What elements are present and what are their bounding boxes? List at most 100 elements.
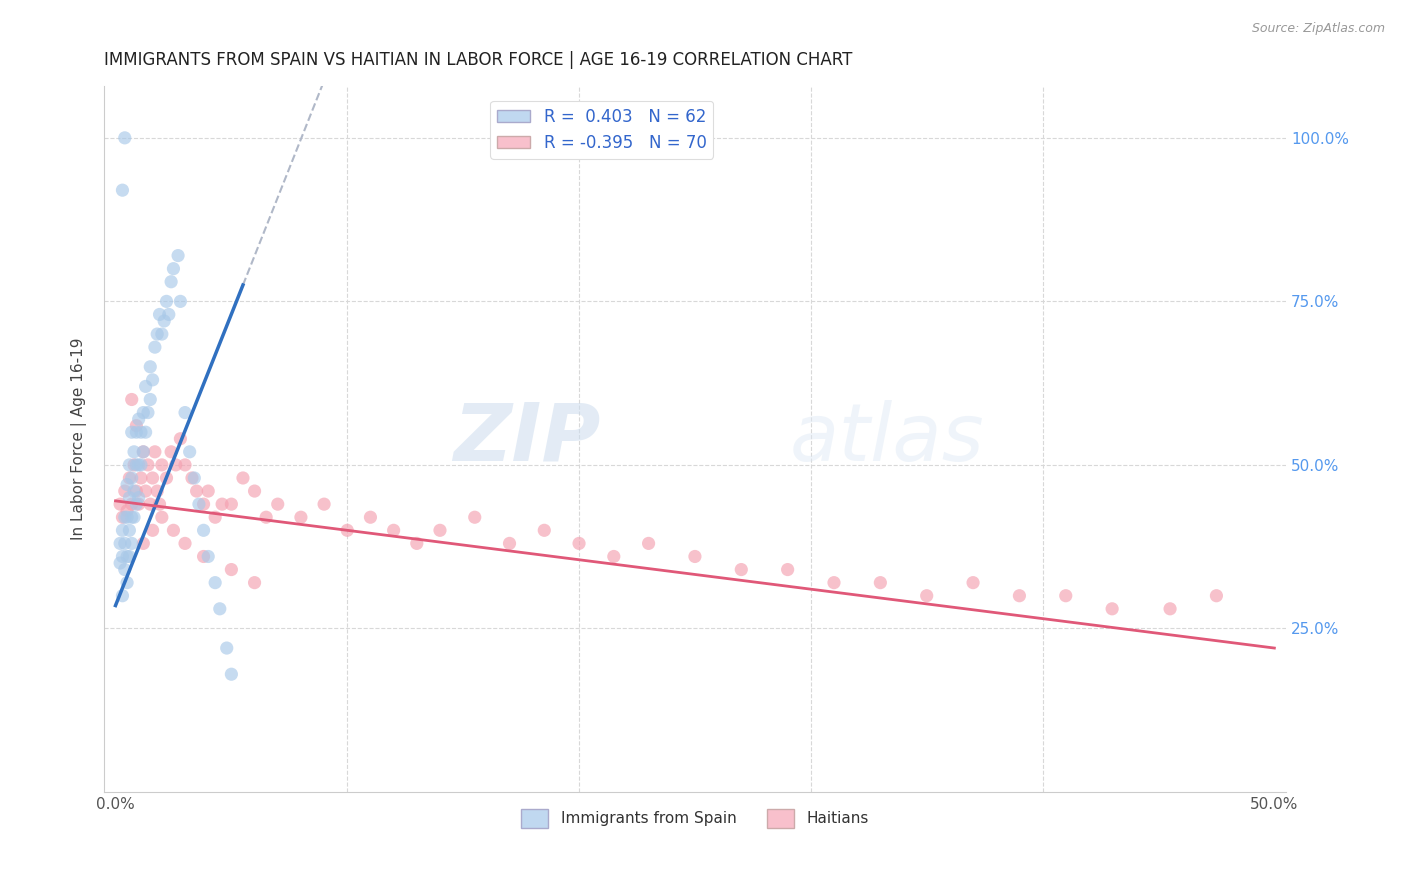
- Point: [776, 563, 799, 577]
- Point: [108, 497, 131, 511]
- Point: [143, 340, 166, 354]
- Point: [221, 563, 243, 577]
- Point: [232, 471, 254, 485]
- Point: [193, 497, 215, 511]
- Point: [181, 471, 204, 485]
- Point: [211, 497, 233, 511]
- Point: [179, 445, 201, 459]
- Point: [108, 536, 131, 550]
- Point: [1159, 602, 1181, 616]
- Point: [118, 458, 141, 472]
- Point: [169, 294, 191, 309]
- Point: [153, 314, 176, 328]
- Point: [139, 497, 162, 511]
- Point: [1054, 589, 1077, 603]
- Point: [174, 406, 197, 420]
- Point: [122, 484, 145, 499]
- Point: [128, 458, 150, 472]
- Point: [155, 471, 177, 485]
- Point: [221, 667, 243, 681]
- Point: [382, 524, 405, 538]
- Point: [121, 471, 143, 485]
- Point: [169, 432, 191, 446]
- Point: [142, 471, 165, 485]
- Point: [155, 294, 177, 309]
- Point: [111, 549, 134, 564]
- Point: [150, 510, 173, 524]
- Point: [162, 524, 184, 538]
- Point: [193, 524, 215, 538]
- Point: [143, 445, 166, 459]
- Point: [359, 510, 381, 524]
- Point: [136, 458, 159, 472]
- Point: [208, 602, 231, 616]
- Point: [128, 491, 150, 505]
- Point: [121, 497, 143, 511]
- Point: [122, 445, 145, 459]
- Point: [114, 510, 136, 524]
- Point: [118, 471, 141, 485]
- Point: [962, 575, 984, 590]
- Point: [115, 477, 138, 491]
- Point: [243, 484, 266, 499]
- Point: [132, 445, 155, 459]
- Point: [336, 524, 359, 538]
- Point: [115, 510, 138, 524]
- Point: [1205, 589, 1227, 603]
- Y-axis label: In Labor Force | Age 16-19: In Labor Force | Age 16-19: [72, 337, 87, 540]
- Point: [150, 458, 173, 472]
- Point: [139, 359, 162, 374]
- Point: [146, 484, 169, 499]
- Point: [174, 536, 197, 550]
- Point: [128, 412, 150, 426]
- Point: [139, 392, 162, 407]
- Point: [125, 484, 148, 499]
- Point: [730, 563, 752, 577]
- Point: [111, 524, 134, 538]
- Point: [142, 373, 165, 387]
- Point: [187, 497, 209, 511]
- Point: [215, 641, 238, 656]
- Point: [125, 425, 148, 440]
- Point: [129, 425, 152, 440]
- Point: [125, 458, 148, 472]
- Point: [121, 536, 143, 550]
- Point: [121, 425, 143, 440]
- Point: [869, 575, 891, 590]
- Point: [111, 510, 134, 524]
- Point: [135, 425, 157, 440]
- Point: [121, 510, 143, 524]
- Point: [122, 510, 145, 524]
- Point: [132, 406, 155, 420]
- Point: [135, 484, 157, 499]
- Point: [915, 589, 938, 603]
- Point: [290, 510, 312, 524]
- Point: [135, 379, 157, 393]
- Point: [243, 575, 266, 590]
- Point: [823, 575, 845, 590]
- Point: [204, 575, 226, 590]
- Point: [118, 491, 141, 505]
- Point: [186, 484, 208, 499]
- Point: [197, 549, 219, 564]
- Point: [136, 406, 159, 420]
- Point: [405, 536, 427, 550]
- Point: [111, 183, 134, 197]
- Point: [204, 510, 226, 524]
- Point: [125, 497, 148, 511]
- Point: [314, 497, 336, 511]
- Point: [132, 536, 155, 550]
- Point: [142, 524, 165, 538]
- Point: [115, 504, 138, 518]
- Point: [637, 536, 659, 550]
- Point: [115, 575, 138, 590]
- Point: [118, 524, 141, 538]
- Point: [464, 510, 486, 524]
- Point: [118, 549, 141, 564]
- Point: [146, 327, 169, 342]
- Text: ZIP: ZIP: [453, 400, 600, 478]
- Point: [108, 556, 131, 570]
- Point: [174, 458, 197, 472]
- Point: [114, 484, 136, 499]
- Point: [160, 445, 183, 459]
